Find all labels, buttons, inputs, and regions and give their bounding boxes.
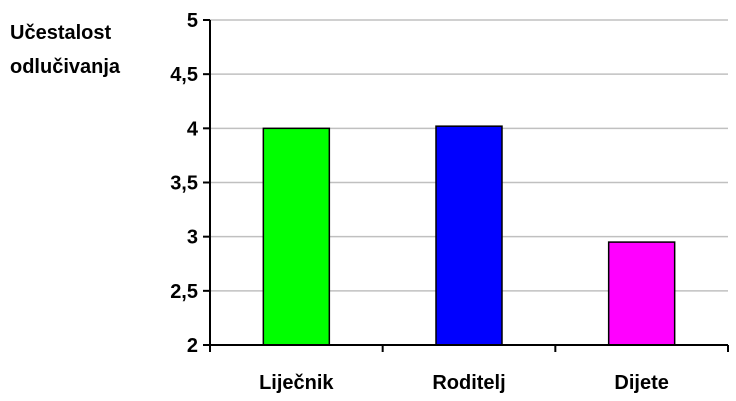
y-axis-label-line-1: Učestalost [10,22,112,44]
y-tick-label-3: 3,5 [170,173,198,195]
x-category-label-2: Roditelj [432,372,505,394]
y-tick-label-1: 2,5 [170,281,198,303]
y-tick-label-2: 3 [187,227,198,249]
bar-3 [607,241,676,346]
bar-1 [262,127,331,346]
y-tick-label-4: 4 [187,118,199,140]
y-tick-label-5: 4,5 [170,64,198,86]
bar-2 [435,125,503,346]
y-tick-label-6: 5 [187,10,198,32]
y-axis-label-line-2: odlučivanja [10,56,121,78]
x-category-label-3: Dijete [614,372,668,394]
x-category-label-1: Liječnik [259,372,334,394]
y-tick-label-0: 2 [187,335,198,357]
